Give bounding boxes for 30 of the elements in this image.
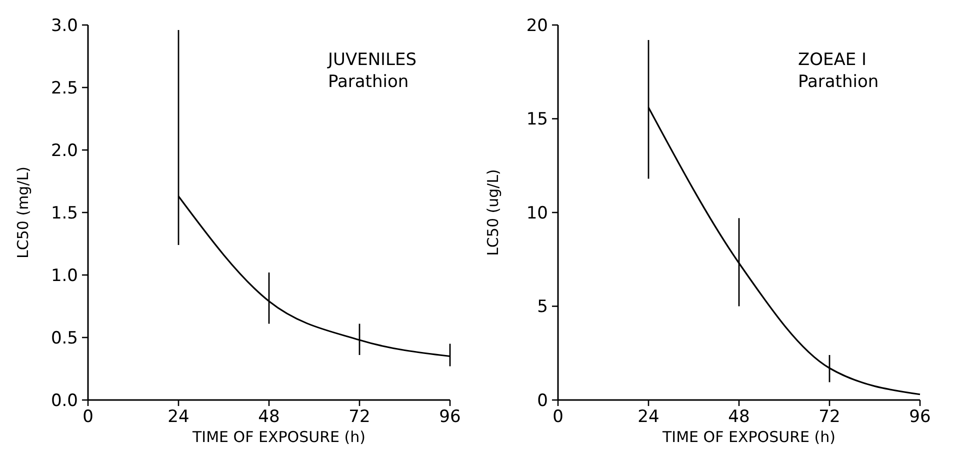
- y-axis-title: LC50 (ug/L): [484, 169, 502, 256]
- x-tick-label: 0: [82, 407, 94, 427]
- y-tick-label: 1.0: [50, 266, 78, 286]
- text: ZOEAE I: [798, 50, 867, 70]
- y-tick-label: 0: [537, 390, 548, 411]
- y-tick-label: 10: [526, 203, 548, 224]
- x-tick-label: 96: [909, 407, 931, 427]
- x-axis-title: TIME OF EXPOSURE (h): [192, 428, 366, 446]
- y-axis-title: LC50 (mg/L): [14, 166, 32, 258]
- x-axis-title: TIME OF EXPOSURE (h): [662, 428, 836, 446]
- x-tick-label: 72: [348, 407, 370, 427]
- y-tick-label: 2.0: [50, 140, 78, 161]
- y-tick-label: 0.0: [50, 390, 78, 411]
- y-tick-label: 5: [537, 297, 548, 318]
- x-tick-label: 24: [168, 407, 190, 427]
- text: Parathion: [328, 72, 409, 92]
- y-tick-label: 20: [526, 16, 548, 36]
- x-tick-label: 48: [728, 407, 750, 427]
- x-tick-label: 0: [552, 407, 564, 427]
- x-tick-label: 72: [818, 407, 840, 427]
- y-tick-label: 2.5: [50, 78, 78, 98]
- y-tick-label: 15: [526, 110, 548, 130]
- x-tick-label: 48: [258, 407, 280, 427]
- x-tick-label: 24: [638, 407, 660, 427]
- text: Parathion: [798, 72, 879, 92]
- x-tick-label: 96: [439, 407, 461, 427]
- y-tick-label: 0.5: [50, 328, 78, 348]
- y-tick-label: 1.5: [50, 203, 78, 224]
- text: JUVENILES: [327, 50, 417, 70]
- y-tick-label: 3.0: [50, 16, 78, 36]
